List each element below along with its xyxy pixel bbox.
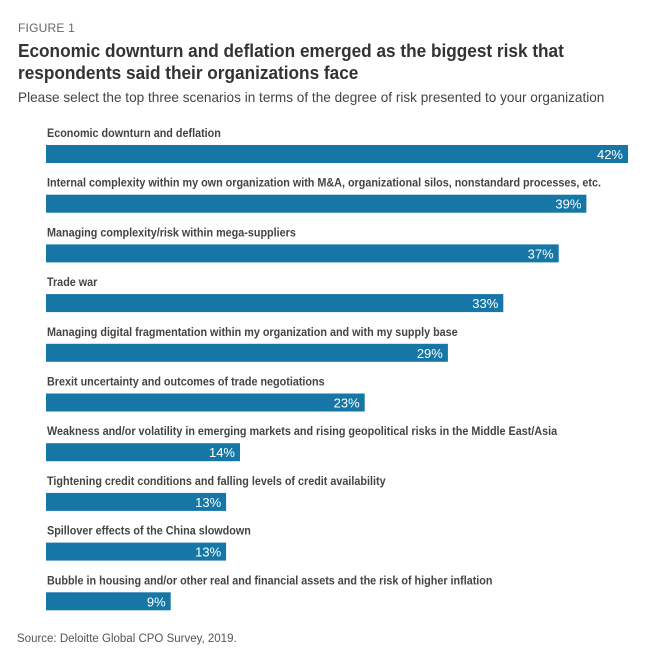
bar-group: Spillover effects of the China slowdown 1…: [46, 525, 251, 561]
figure-label: FIGURE 1: [18, 21, 75, 35]
bar-group: Managing complexity/risk within mega-sup…: [46, 227, 559, 263]
category-label: Weakness and/or volatility in emerging m…: [47, 426, 558, 439]
value-label: 33%: [472, 296, 498, 311]
bar: [46, 393, 365, 412]
category-label: Managing digital fragmentation within my…: [47, 326, 458, 339]
category-label: Economic downturn and deflation: [47, 128, 221, 141]
category-label: Managing complexity/risk within mega-sup…: [47, 227, 296, 240]
value-label: 13%: [195, 545, 221, 560]
category-label: Trade war: [47, 277, 98, 290]
category-label: Tightening credit conditions and falling…: [47, 475, 386, 488]
category-label: Spillover effects of the China slowdown: [47, 525, 251, 538]
bar-group: Tightening credit conditions and falling…: [46, 475, 386, 511]
category-label: Brexit uncertainty and outcomes of trade…: [47, 376, 325, 389]
bar-group: Internal complexity within my own organi…: [46, 177, 601, 213]
value-label: 39%: [555, 197, 581, 212]
bar-group: Weakness and/or volatility in emerging m…: [46, 426, 558, 462]
bar: [46, 194, 587, 213]
category-label: Bubble in housing and/or other real and …: [47, 575, 493, 588]
bar: [46, 542, 227, 561]
bar-group: Trade war 33%: [46, 277, 504, 313]
bar: [46, 443, 240, 462]
bar: [46, 145, 628, 163]
value-label: 9%: [147, 594, 166, 609]
category-label: Internal complexity within my own organi…: [47, 177, 601, 190]
source-note: Source: Deloitte Global CPO Survey, 2019…: [17, 633, 237, 645]
value-label: 37%: [528, 246, 554, 261]
chart-title: Economic downturn and deflation emerged …: [18, 40, 564, 83]
bar-group: Managing digital fragmentation within my…: [46, 326, 458, 362]
bar: [46, 343, 448, 362]
value-label: 42%: [597, 147, 623, 162]
value-label: 13%: [195, 495, 221, 510]
bar: [46, 244, 559, 263]
bar-group: Economic downturn and deflation 42%: [46, 128, 628, 163]
bar: [46, 294, 504, 313]
value-label: 29%: [417, 346, 443, 361]
bar-group: Bubble in housing and/or other real and …: [46, 575, 493, 611]
bar-group: Brexit uncertainty and outcomes of trade…: [46, 376, 365, 412]
chart-subtitle: Please select the top three scenarios in…: [18, 90, 605, 105]
bar: [46, 492, 227, 511]
value-label: 23%: [334, 396, 360, 411]
bar: [46, 592, 171, 611]
value-label: 14%: [209, 445, 235, 460]
